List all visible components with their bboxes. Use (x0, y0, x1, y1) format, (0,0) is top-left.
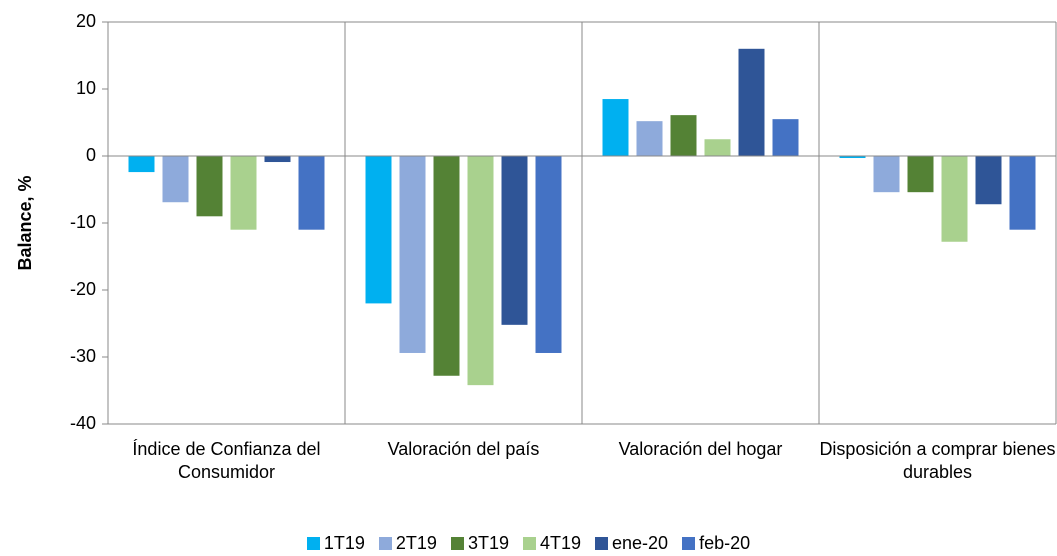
legend-swatch (450, 537, 464, 550)
bar (907, 156, 934, 193)
legend-label: ene-20 (612, 533, 669, 553)
bar (365, 156, 392, 304)
bar (230, 156, 257, 230)
y-tick-label: 20 (76, 11, 96, 31)
legend-swatch (595, 537, 608, 550)
bar (873, 156, 900, 193)
bar (501, 156, 528, 325)
legend-label: feb-20 (699, 533, 751, 553)
legend-item: 1T19 (306, 533, 365, 554)
legend-swatch (378, 537, 392, 550)
bar (399, 156, 426, 353)
x-tick-label: Valoración del hogar (618, 439, 783, 459)
bar (298, 156, 325, 230)
bar (1009, 156, 1036, 230)
bar (975, 156, 1002, 205)
bar (636, 121, 663, 156)
legend-label: 1T19 (323, 533, 365, 553)
y-tick-label: -40 (70, 413, 96, 433)
y-tick-label: 10 (76, 78, 96, 98)
bar (704, 139, 731, 156)
y-tick-label: -30 (70, 346, 96, 366)
y-tick-label: -10 (70, 212, 96, 232)
bar (162, 156, 189, 203)
legend-label: 4T19 (539, 533, 581, 553)
bar (670, 115, 697, 156)
legend-item: feb-20 (682, 533, 750, 554)
y-tick-label: -20 (70, 279, 96, 299)
legend-swatch (682, 537, 696, 550)
legend-swatch (522, 537, 536, 550)
y-tick-label: 0 (86, 145, 96, 165)
legend-item: 3T19 (450, 533, 509, 554)
bar (941, 156, 968, 242)
bar (467, 156, 494, 386)
x-tick-label: Valoración del país (387, 439, 540, 459)
legend-label: 3T19 (467, 533, 509, 553)
x-tick-label: Disposición a comprar bienes durables (819, 439, 1056, 482)
bar (772, 119, 799, 156)
legend-item: 4T19 (522, 533, 581, 554)
legend-item: ene-20 (595, 533, 668, 554)
bar (433, 156, 460, 376)
bar (264, 156, 291, 163)
bar (196, 156, 223, 217)
bar (535, 156, 562, 353)
legend-item: 2T19 (378, 533, 437, 554)
bar (738, 48, 765, 156)
legend-swatch (306, 537, 320, 550)
legend-label: 2T19 (395, 533, 437, 553)
bar (839, 156, 866, 159)
bar (602, 99, 629, 156)
x-tick-label: Índice de Confianza del Consumidor (132, 439, 321, 482)
legend: 1T19 2T19 3T19 4T19 ene-20 feb-20 (0, 533, 1057, 554)
y-axis-title: Balance, % (15, 175, 35, 270)
bar (128, 156, 155, 173)
